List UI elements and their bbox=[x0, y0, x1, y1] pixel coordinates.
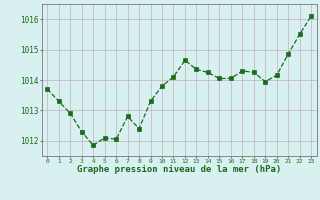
X-axis label: Graphe pression niveau de la mer (hPa): Graphe pression niveau de la mer (hPa) bbox=[77, 165, 281, 174]
